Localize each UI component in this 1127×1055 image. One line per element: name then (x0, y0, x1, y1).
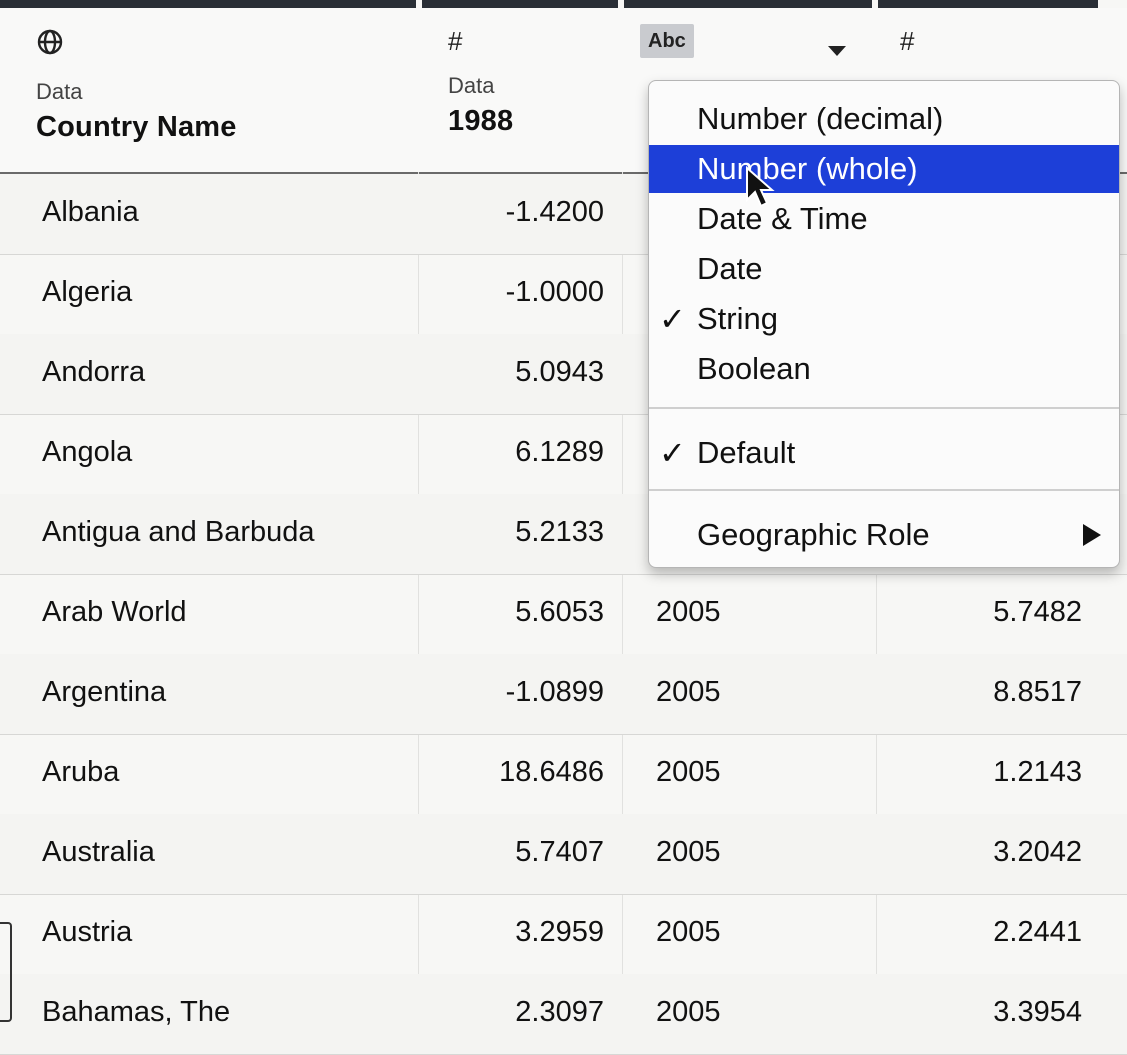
cell-year: 2005 (656, 996, 721, 1028)
column-name: 1988 (448, 105, 514, 137)
cell-value: 8.8517 (993, 676, 1082, 708)
cell-country-name: Andorra (42, 356, 146, 388)
checkmark-icon: ✓ (659, 435, 686, 471)
cell-1988-value: -1.4200 (505, 196, 604, 228)
menu-item-label: Number (decimal) (697, 101, 944, 136)
cell-year: 2005 (656, 756, 721, 788)
column-header-1988[interactable]: # Data 1988 (448, 28, 513, 138)
data-type-menu: Number (decimal) Number (whole) Date & Tim… (648, 80, 1120, 568)
cell-1988-value: 5.7407 (515, 836, 604, 868)
menu-item-date[interactable]: Date (649, 245, 1119, 293)
column-name: Country Name (36, 111, 237, 143)
cell-1988-value: 5.0943 (515, 356, 604, 388)
menu-item-number-decimal[interactable]: Number (decimal) (649, 95, 1119, 143)
checkmark-icon: ✓ (659, 301, 686, 337)
top-toolbar-strip (0, 0, 1127, 8)
table-row[interactable]: Argentina -1.0899 2005 8.8517 (0, 654, 1127, 735)
menu-item-label: Date (697, 251, 763, 286)
menu-item-geographic-role[interactable]: Geographic Role (649, 511, 1119, 559)
cell-1988-value: 2.3097 (515, 996, 604, 1028)
string-type-badge[interactable]: Abc (640, 24, 694, 58)
number-icon[interactable]: # (448, 26, 463, 56)
menu-item-number-whole[interactable]: Number (whole) (649, 145, 1119, 193)
column-divider (622, 172, 623, 1052)
column-divider (876, 172, 877, 1052)
table-row[interactable]: Australia 5.7407 2005 3.2042 (0, 814, 1127, 895)
column-source-label: Data (36, 79, 83, 104)
cell-country-name: Aruba (42, 756, 120, 788)
cell-year: 2005 (656, 676, 721, 708)
cell-country-name: Angola (42, 436, 133, 468)
cell-country-name: Arab World (42, 596, 187, 628)
cell-1988-value: 5.6053 (515, 596, 604, 628)
table-row[interactable]: Austria 3.2959 2005 2.2441 (0, 894, 1127, 975)
cell-year: 2005 (656, 836, 721, 868)
column-header-value[interactable]: # (900, 28, 914, 55)
menu-item-label: Date & Time (697, 201, 868, 236)
cell-year: 2005 (656, 916, 721, 948)
chevron-down-icon[interactable] (828, 46, 846, 56)
cell-1988-value: -1.0899 (505, 676, 604, 708)
cell-value: 3.3954 (993, 996, 1082, 1028)
cell-value: 5.7482 (993, 596, 1082, 628)
cell-1988-value: 18.6486 (499, 756, 604, 788)
cell-value: 1.2143 (993, 756, 1082, 788)
cell-country-name: Antigua and Barbuda (42, 516, 315, 548)
menu-item-boolean[interactable]: Boolean (649, 345, 1119, 393)
toolbar-segment (0, 0, 416, 8)
column-header-year[interactable]: Abc (640, 24, 694, 58)
toolbar-segment (878, 0, 1098, 8)
globe-icon[interactable] (36, 28, 64, 60)
column-source-label: Data (448, 73, 495, 98)
cell-1988-value: -1.0000 (505, 276, 604, 308)
menu-item-date-time[interactable]: Date & Time (649, 195, 1119, 243)
cell-country-name: Australia (42, 836, 155, 868)
table-row[interactable]: Arab World 5.6053 2005 5.7482 (0, 574, 1127, 655)
cell-country-name: Austria (42, 916, 133, 948)
cell-1988-value: 5.2133 (515, 516, 604, 548)
cell-value: 2.2441 (993, 916, 1082, 948)
cell-year: 2005 (656, 596, 721, 628)
cell-value: 3.2042 (993, 836, 1082, 868)
column-header-country[interactable]: Data Country Name (36, 28, 237, 144)
cell-country-name: Bahamas, The (42, 996, 231, 1028)
submenu-arrow-icon (1083, 524, 1101, 546)
menu-item-label: Boolean (697, 351, 811, 386)
menu-item-default[interactable]: ✓ Default (649, 429, 1119, 477)
cell-country-name: Algeria (42, 276, 133, 308)
number-icon[interactable]: # (900, 26, 915, 56)
toolbar-segment (624, 0, 872, 8)
column-divider (418, 172, 419, 1052)
resize-handle[interactable] (0, 922, 12, 1022)
toolbar-segment (422, 0, 618, 8)
menu-separator (649, 489, 1119, 491)
menu-item-label: String (697, 301, 778, 336)
menu-item-label: Geographic Role (697, 517, 930, 552)
table-row[interactable]: Aruba 18.6486 2005 1.2143 (0, 734, 1127, 815)
menu-separator (649, 407, 1119, 409)
cell-1988-value: 3.2959 (515, 916, 604, 948)
menu-item-string[interactable]: ✓ String (649, 295, 1119, 343)
cell-1988-value: 6.1289 (515, 436, 604, 468)
menu-item-label: Number (whole) (697, 151, 918, 186)
cell-country-name: Argentina (42, 676, 167, 708)
menu-item-label: Default (697, 435, 796, 470)
cell-country-name: Albania (42, 196, 139, 228)
table-row[interactable]: Bahamas, The 2.3097 2005 3.3954 (0, 974, 1127, 1055)
